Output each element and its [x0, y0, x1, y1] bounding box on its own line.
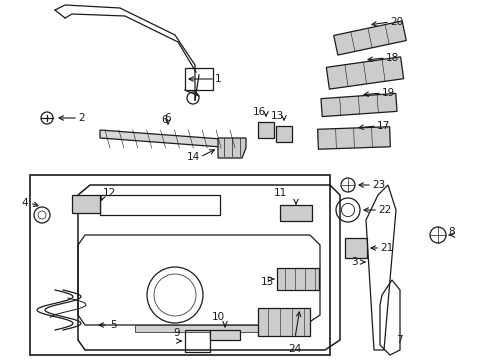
Text: 3: 3 [351, 257, 357, 267]
Polygon shape [325, 57, 403, 89]
Polygon shape [275, 126, 291, 142]
Text: 11: 11 [273, 188, 286, 198]
Text: 21: 21 [379, 243, 392, 253]
Polygon shape [100, 130, 235, 148]
Text: 6: 6 [161, 115, 168, 125]
Bar [72, 195, 100, 213]
Bar [345, 238, 366, 258]
Polygon shape [317, 127, 389, 149]
Text: 12: 12 [103, 188, 116, 198]
Text: 7: 7 [395, 335, 402, 345]
Text: 22: 22 [377, 205, 390, 215]
Text: 9: 9 [173, 328, 180, 338]
Polygon shape [280, 205, 311, 221]
Bar [184, 330, 209, 352]
Text: 5: 5 [110, 320, 116, 330]
Text: 8: 8 [447, 227, 454, 237]
Polygon shape [218, 138, 245, 158]
Bar [276, 268, 318, 290]
Text: 4: 4 [21, 198, 28, 208]
Text: 18: 18 [385, 53, 398, 63]
Polygon shape [333, 21, 406, 55]
Text: 13: 13 [270, 111, 284, 121]
Polygon shape [258, 122, 273, 138]
Text: 10: 10 [211, 312, 224, 322]
Text: 1: 1 [215, 74, 221, 84]
Text: 16: 16 [252, 107, 265, 117]
Text: 2: 2 [78, 113, 84, 123]
Polygon shape [135, 325, 299, 332]
Text: 24: 24 [288, 344, 301, 354]
Polygon shape [320, 93, 396, 117]
Text: 15: 15 [260, 277, 273, 287]
Text: 20: 20 [389, 17, 402, 27]
Bar [184, 68, 213, 90]
Bar [209, 330, 240, 340]
Text: 14: 14 [186, 152, 200, 162]
Text: 17: 17 [376, 121, 389, 131]
Text: 6: 6 [164, 113, 171, 123]
Text: 19: 19 [381, 88, 394, 98]
Bar [258, 308, 309, 336]
Text: 23: 23 [371, 180, 385, 190]
Bar [30, 175, 329, 355]
